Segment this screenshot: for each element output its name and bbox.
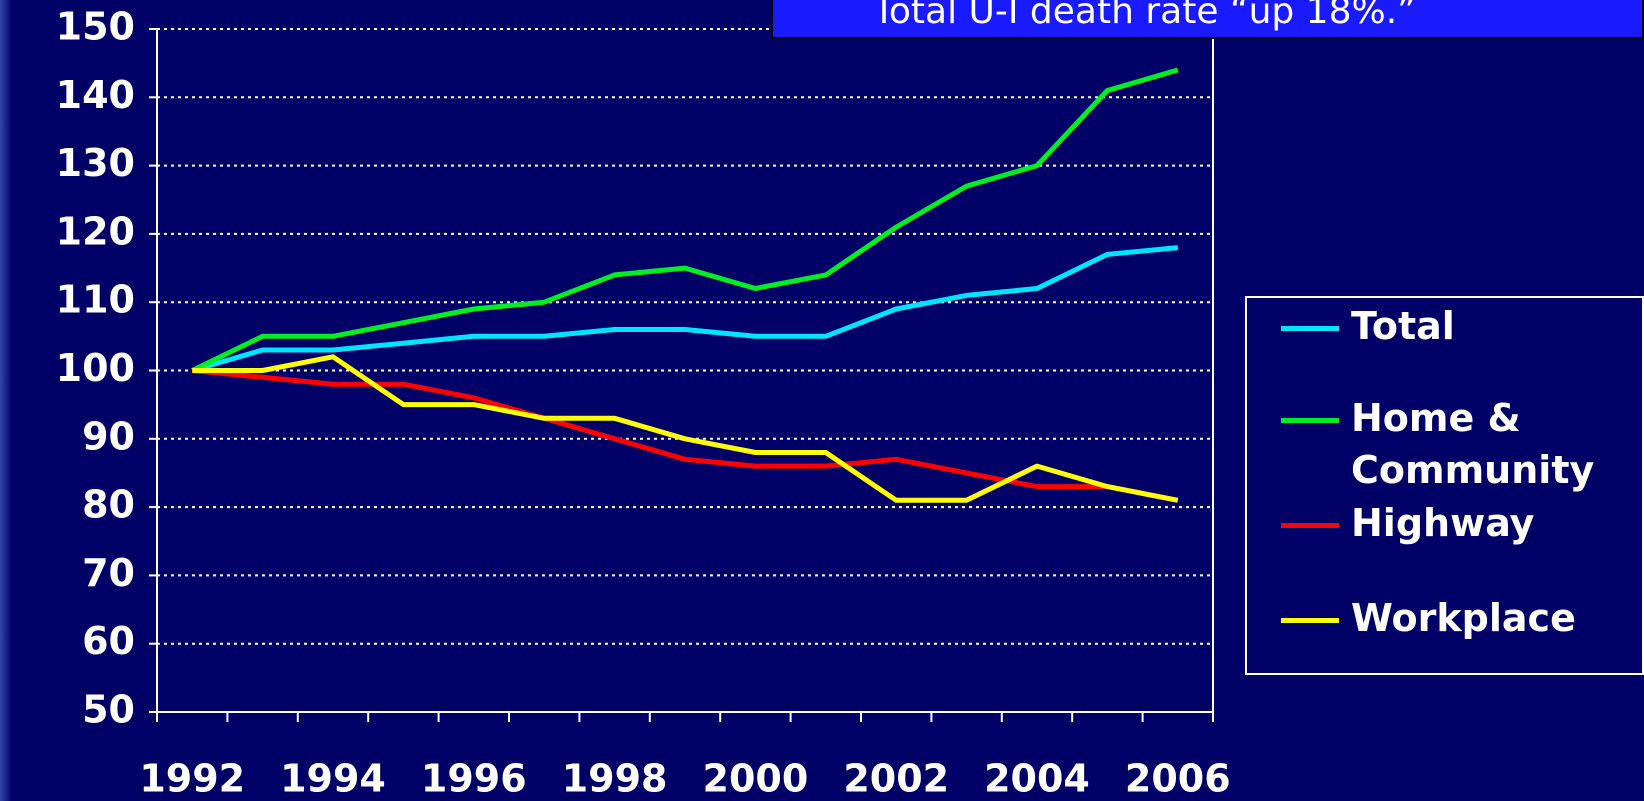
- chart-title: Total U-I death rate “up 18%.”: [873, 0, 1416, 32]
- x-tick-label: 1992: [139, 757, 245, 801]
- x-tick-label: 2000: [703, 757, 809, 801]
- series-line: [191, 67, 1179, 373]
- x-tick-label: 2004: [984, 757, 1090, 801]
- x-tick-label: 1996: [421, 757, 527, 801]
- legend-label: Total: [1351, 304, 1455, 348]
- side-strip: [0, 0, 12, 801]
- y-tick-label: 70: [82, 551, 135, 595]
- legend-entry: Highway: [1281, 501, 1641, 549]
- legend-label: Highway: [1351, 501, 1535, 545]
- x-tick-label: 2006: [1125, 757, 1231, 801]
- legend-entry: Home & Community: [1281, 396, 1641, 496]
- legend-swatch: [1281, 618, 1339, 623]
- legend: Total Home & Community Highway Workplace: [1245, 296, 1644, 675]
- legend-swatch: [1281, 326, 1339, 331]
- legend-entry: Total: [1281, 304, 1641, 352]
- y-tick-label: 80: [82, 483, 135, 527]
- x-tick-label: 1994: [280, 757, 386, 801]
- legend-label: Home & Community: [1351, 396, 1595, 492]
- y-tick-label: 120: [56, 209, 135, 253]
- series-line: [191, 368, 1179, 503]
- y-tick-label: 140: [56, 73, 135, 117]
- y-tick-label: 50: [82, 688, 135, 732]
- y-tick-label: 60: [82, 619, 135, 663]
- series-line: [192, 354, 1179, 503]
- legend-swatch: [1281, 523, 1339, 528]
- legend-swatch: [1281, 418, 1339, 423]
- y-tick-label: 90: [82, 414, 135, 458]
- y-tick-label: 150: [56, 5, 135, 49]
- legend-label: Workplace: [1351, 596, 1576, 640]
- legend-entry: Workplace: [1281, 596, 1641, 644]
- y-tick-label: 100: [56, 346, 135, 390]
- series-line: [191, 245, 1179, 373]
- title-box: Total U-I death rate “up 18%.”: [771, 0, 1644, 39]
- y-tick-label: 130: [56, 141, 135, 185]
- x-tick-label: 2002: [843, 757, 949, 801]
- x-tick-label: 1998: [562, 757, 668, 801]
- y-tick-label: 110: [56, 278, 135, 322]
